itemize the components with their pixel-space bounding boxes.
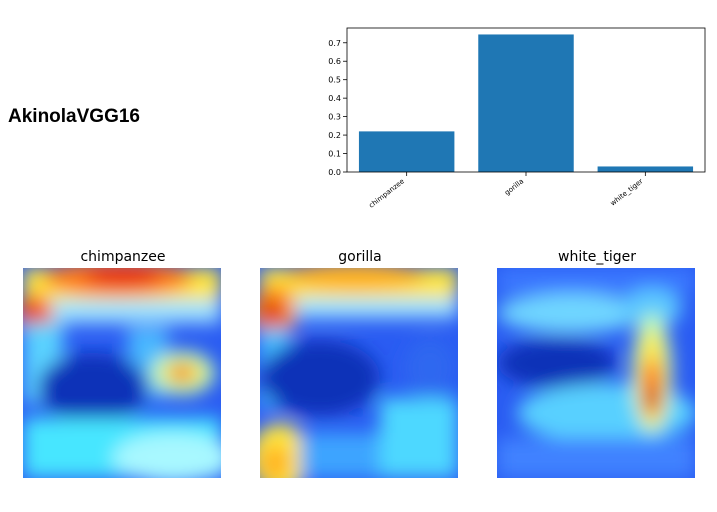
y-tick-label: 0.1 bbox=[328, 150, 341, 159]
y-tick-label: 0.6 bbox=[328, 57, 341, 66]
y-tick-label: 0.0 bbox=[328, 168, 341, 177]
y-tick-label: 0.3 bbox=[328, 113, 341, 122]
x-tick-label: gorilla bbox=[503, 177, 525, 197]
heatmap-title-gorilla: gorilla bbox=[338, 249, 382, 265]
heatmap-panel-gorilla: gorilla bbox=[260, 246, 460, 478]
y-tick-label: 0.7 bbox=[328, 39, 341, 48]
x-tick-label: chimpanzee bbox=[367, 177, 405, 209]
heatmap-image-chimpanzee bbox=[23, 268, 221, 478]
bar-white-tiger bbox=[597, 166, 694, 172]
y-tick-label: 0.2 bbox=[328, 131, 341, 140]
y-tick-label: 0.4 bbox=[328, 94, 341, 103]
model-title: AkinolaVGG16 bbox=[8, 106, 140, 127]
heatmap-title-chimpanzee: chimpanzee bbox=[80, 249, 166, 265]
heatmap-panel-chimpanzee: chimpanzee bbox=[23, 246, 223, 478]
heatmap-panel-white-tiger: white_tiger bbox=[497, 246, 697, 478]
x-tick-label: white_tiger bbox=[609, 177, 645, 207]
heatmap-title-white-tiger: white_tiger bbox=[558, 249, 636, 265]
heatmap-image-white-tiger bbox=[497, 268, 695, 478]
plot-frame bbox=[346, 27, 706, 173]
y-tick-label: 0.5 bbox=[328, 76, 341, 85]
bar-chart: 0.0 0.1 0.2 0.3 0.4 0.5 0.6 0.7 chimpanzee gorill… bbox=[328, 27, 706, 210]
bar-chimpanzee bbox=[358, 131, 455, 172]
bar-gorilla bbox=[478, 34, 574, 172]
heatmap-image-gorilla bbox=[260, 268, 458, 478]
